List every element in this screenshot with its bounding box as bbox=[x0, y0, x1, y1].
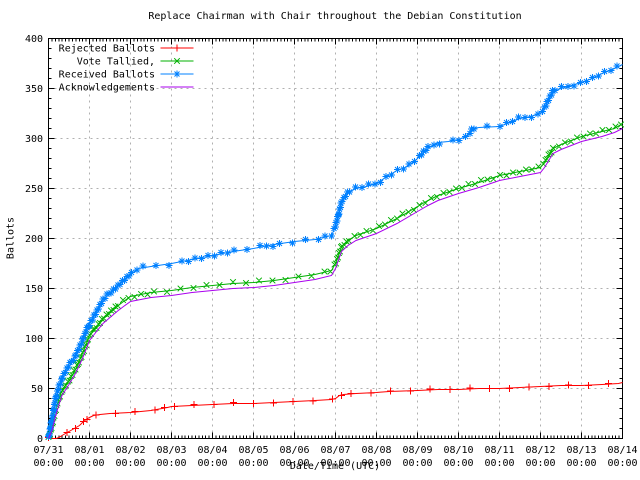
x-tick-time: 00:00 bbox=[115, 458, 145, 469]
legend-sample-marker bbox=[173, 70, 181, 78]
y-tick-labels: 0 50 100 150 200 250 300 350 400 bbox=[25, 34, 43, 445]
x-tick-date: 08/03 bbox=[156, 445, 186, 456]
x-tick-time: 00:00 bbox=[279, 458, 309, 469]
x-tick-time: 00:00 bbox=[443, 458, 473, 469]
x-tick-date: 08/01 bbox=[74, 445, 104, 456]
x-tick-time: 00:00 bbox=[197, 458, 227, 469]
series-acknowledgements bbox=[48, 128, 623, 439]
x-tick-date: 08/05 bbox=[238, 445, 268, 456]
y-tick-label: 0 bbox=[37, 434, 43, 445]
y-tick-label: 100 bbox=[25, 334, 43, 345]
legend-label: Acknowledgements bbox=[59, 83, 155, 94]
x-tick-time: 00:00 bbox=[484, 458, 514, 469]
series-vote-tallied bbox=[45, 121, 625, 441]
legend-sample-marker bbox=[173, 44, 181, 52]
legend: Rejected Ballots Vote Tallied, Received Ba… bbox=[59, 44, 194, 94]
legend-label: Received Ballots bbox=[59, 70, 155, 81]
series-received-ballots bbox=[45, 62, 623, 440]
y-axis-title: Ballots bbox=[5, 216, 17, 260]
x-tick-date: 08/08 bbox=[361, 445, 391, 456]
x-tick-date: 08/12 bbox=[525, 445, 555, 456]
y-tick-label: 250 bbox=[25, 184, 43, 195]
y-tick-label: 50 bbox=[31, 384, 43, 395]
x-tick-time: 00:00 bbox=[566, 458, 596, 469]
x-tick-labels: 07/31 00:00 08/01 00:00 08/02 00:00 08/03 00:00… bbox=[33, 445, 637, 469]
chart-title: Replace Chairman with Chair throughout t… bbox=[148, 11, 522, 22]
x-tick-date: 08/02 bbox=[115, 445, 145, 456]
x-tick-date: 08/04 bbox=[197, 445, 227, 456]
plot-border bbox=[48, 38, 623, 439]
x-tick-time: 00:00 bbox=[33, 458, 63, 469]
legend-label: Rejected Ballots bbox=[59, 44, 155, 55]
x-tick-date: 08/14 bbox=[607, 445, 637, 456]
legend-sample-marker bbox=[173, 57, 181, 65]
gridlines bbox=[48, 38, 623, 439]
x-tick-date: 08/10 bbox=[443, 445, 473, 456]
x-tick-date: 07/31 bbox=[33, 445, 63, 456]
series-markers bbox=[45, 121, 625, 441]
x-tick-date: 08/09 bbox=[402, 445, 432, 456]
x-tick-date: 08/13 bbox=[566, 445, 596, 456]
series-rejected-ballots bbox=[45, 380, 623, 441]
legend-label: Vote Tallied, bbox=[77, 57, 155, 68]
x-tick-time: 00:00 bbox=[361, 458, 391, 469]
y-tick-label: 400 bbox=[25, 34, 43, 45]
x-tick-time: 00:00 bbox=[320, 458, 350, 469]
x-tick-time: 00:00 bbox=[607, 458, 637, 469]
x-axis-title: Date/Time (UTC) bbox=[289, 461, 381, 472]
y-tick-label: 350 bbox=[25, 84, 43, 95]
series-line bbox=[48, 128, 623, 439]
x-tick-time: 00:00 bbox=[238, 458, 268, 469]
y-tick-label: 200 bbox=[25, 234, 43, 245]
x-tick-time: 00:00 bbox=[402, 458, 432, 469]
x-tick-date: 08/07 bbox=[320, 445, 350, 456]
x-tick-date: 08/11 bbox=[484, 445, 514, 456]
x-tick-time: 00:00 bbox=[156, 458, 186, 469]
x-tick-time: 00:00 bbox=[74, 458, 104, 469]
x-tick-date: 08/06 bbox=[279, 445, 309, 456]
series-markers bbox=[45, 62, 621, 440]
x-tick-time: 00:00 bbox=[525, 458, 555, 469]
y-tick-label: 300 bbox=[25, 134, 43, 145]
y-tick-label: 150 bbox=[25, 284, 43, 295]
